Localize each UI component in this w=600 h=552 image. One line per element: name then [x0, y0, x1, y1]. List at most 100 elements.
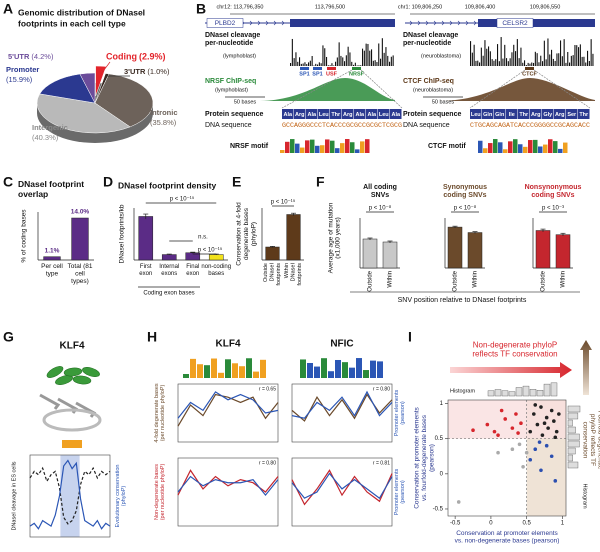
histogram-bar: [567, 433, 580, 441]
histogram-bar: [567, 454, 573, 462]
text-line: coding SNVs: [531, 192, 574, 199]
cleavage-bar: [549, 54, 551, 66]
motif-letter: [253, 371, 259, 378]
plot-frame: [29, 454, 111, 538]
cleavage-bar: [315, 63, 317, 66]
histogram-label: Histogram: [450, 388, 475, 394]
gene-name: CELSR2: [502, 20, 528, 27]
amino-acid-box: [530, 109, 542, 119]
footprint-label: SP1: [312, 71, 322, 77]
motif-label: CTCF motif: [428, 143, 466, 150]
text-line: vs. non-degenerate bases (pearson): [455, 537, 560, 544]
annotation: r = 0.81: [373, 460, 390, 466]
panel-label: H: [147, 329, 157, 345]
cleavage-bar: [491, 59, 493, 66]
amino-acid-box: [494, 109, 506, 119]
x-tick-label: First exon: [139, 264, 152, 277]
y-axis-label: % of coding bases: [21, 209, 28, 263]
point: [537, 440, 542, 444]
motif-letter: [328, 371, 334, 378]
footprint: [525, 67, 534, 70]
cleavage-bar: [333, 65, 335, 66]
point: [549, 408, 554, 413]
cleavage-bar: [311, 56, 313, 66]
dna: [42, 408, 102, 432]
motif-letter: [350, 142, 355, 153]
histogram-bar: [487, 390, 495, 397]
amino-acid: Ala: [367, 112, 377, 118]
bar: [362, 238, 378, 269]
point: [492, 429, 497, 434]
histogram-bar: [567, 447, 576, 455]
annotation: p < 10⁻¹⁵: [198, 247, 223, 254]
cleavage-bar: [374, 60, 376, 66]
series-line: [177, 469, 279, 496]
row-label: Protein sequence: [403, 111, 461, 118]
point: [553, 435, 558, 440]
row-label: Protein sequence: [205, 111, 263, 118]
cleavage-bar: [531, 62, 533, 66]
footprint: [313, 67, 322, 70]
amino-acid: Ala: [355, 112, 365, 118]
x-tick-label: 0: [489, 521, 493, 527]
pie-slice: [94, 73, 154, 128]
chip-peak: [440, 78, 595, 101]
text-line: Within: [285, 263, 291, 278]
text-line: Synonymous: [443, 184, 487, 191]
motif-letter: [533, 139, 538, 153]
motif-letter: [232, 363, 238, 378]
bar: [555, 234, 571, 269]
amino-acid-box: [554, 109, 566, 119]
motif-letter: [321, 358, 327, 378]
gene-arrow: [273, 20, 277, 26]
slice-label: 3'UTR: [124, 67, 146, 76]
x-tick-label: -0.5: [450, 521, 461, 527]
chart-title: DNaseI footprint overlap: [18, 179, 84, 199]
motif-letter: [315, 145, 320, 153]
x-tick-label: Outside: [453, 270, 459, 291]
amino-acid-box: [294, 109, 306, 119]
amino-acid-box: [354, 109, 366, 119]
cleavage-bar: [302, 63, 304, 66]
point: [514, 412, 518, 416]
x-tick-label: OutsideDNaseIfootprints: [264, 263, 283, 286]
point: [557, 412, 561, 416]
cleavage-bar: [572, 55, 574, 66]
bar: [43, 256, 61, 261]
track-label: NRSF ChIP-seq: [205, 78, 256, 85]
gene-name: PLBD2: [215, 20, 236, 27]
amino-acid: Leu: [379, 112, 389, 118]
amino-acid-box: [566, 109, 578, 119]
amino-acid: Gln: [483, 112, 493, 118]
annotation: r = 0.80: [259, 460, 276, 466]
series-line: [291, 390, 393, 419]
annotation: p < 10⁻³: [542, 206, 564, 212]
cleavage-bar: [551, 49, 553, 66]
point: [535, 422, 540, 427]
point: [496, 450, 500, 455]
histogram-bar: [508, 391, 516, 397]
cleavage-bar: [574, 45, 576, 66]
cleavage-bar: [524, 60, 526, 66]
panel-label: C: [3, 174, 13, 190]
footprint-label: SP1: [299, 71, 309, 77]
cleavage-bar: [378, 43, 380, 66]
motif-letter: [363, 370, 369, 378]
cleavage-bar: [369, 50, 371, 66]
point: [554, 429, 559, 434]
cleavage-bar: [293, 58, 295, 66]
bar: [286, 214, 301, 261]
footprint: [300, 67, 309, 70]
x-tick-label: Within: [561, 271, 567, 288]
cleavage-bar: [367, 43, 369, 66]
point: [528, 429, 533, 434]
footprint-label: NRSF: [349, 71, 365, 77]
x-tick-label: Final exon: [186, 264, 199, 277]
panel-label: A: [3, 1, 13, 17]
text-line: per-nucleotide: [205, 40, 253, 47]
cleavage-bar: [542, 61, 544, 66]
cleavage-bar: [335, 61, 337, 66]
cleavage-bar: [578, 47, 580, 66]
bar: [161, 254, 177, 261]
